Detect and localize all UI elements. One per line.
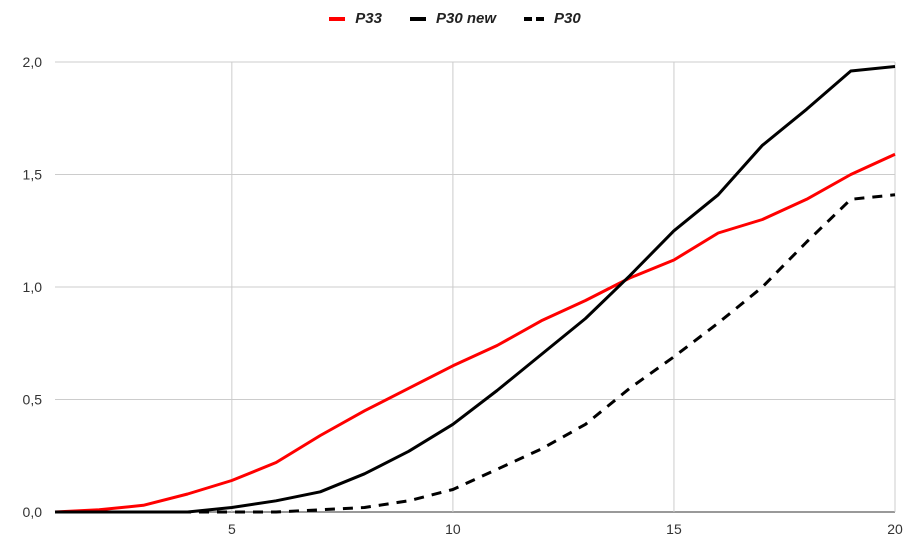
legend-swatch-p30-new xyxy=(409,16,426,21)
legend-swatch-p30 xyxy=(524,16,545,21)
series-lines xyxy=(54,65,896,514)
legend-item-p30-new: P30 new xyxy=(409,10,497,27)
legend-swatch-p33 xyxy=(329,16,346,21)
x-tick-label: 20 xyxy=(887,521,903,537)
y-tick-label: 2,0 xyxy=(23,54,43,70)
legend-item-p30: P30 xyxy=(524,10,581,27)
x-tick-label: 10 xyxy=(445,521,461,537)
legend-label-p30: P30 xyxy=(554,10,581,27)
legend-label-p30-new: P30 new xyxy=(435,10,497,27)
series-line-p30 xyxy=(55,193,896,514)
y-tick-label: 0,0 xyxy=(23,504,43,520)
series-line-p33 xyxy=(54,152,896,514)
legend-label-p33: P33 xyxy=(355,10,382,27)
y-tick-label: 1,0 xyxy=(23,279,43,295)
x-tick-label: 15 xyxy=(666,521,682,537)
legend-item-p33: P33 xyxy=(329,10,382,27)
grid-lines xyxy=(55,61,896,513)
y-tick-label: 1,5 xyxy=(23,167,43,183)
x-axis-ticks: 5 10 15 20 xyxy=(228,521,903,537)
x-tick-label: 5 xyxy=(228,521,236,537)
series-line-p30-new xyxy=(55,65,896,514)
chart-legend: P33 P30 new P30 xyxy=(0,10,910,27)
y-axis-ticks: 0,0 0,5 1,0 1,5 2,0 xyxy=(23,54,43,520)
y-tick-label: 0,5 xyxy=(23,392,43,408)
